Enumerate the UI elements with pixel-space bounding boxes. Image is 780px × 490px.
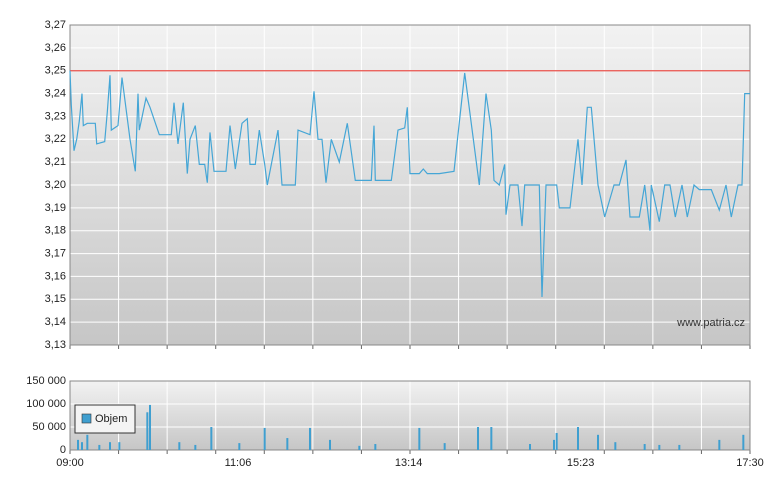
volume-bar [614, 442, 617, 450]
legend-label: Objem [95, 413, 127, 425]
volume-bar [77, 439, 79, 450]
y-tick-label: 100 000 [26, 398, 66, 410]
volume-bar [109, 442, 111, 450]
volume-bar [643, 444, 646, 450]
volume-bar [263, 427, 266, 450]
volume-bar [329, 439, 331, 450]
y-tick-label: 150 000 [26, 375, 66, 387]
price-line [69, 70, 750, 298]
volume-bar [149, 404, 151, 450]
x-tick-label: 09:00 [56, 457, 84, 469]
volume-bar [309, 427, 311, 450]
plot-frame [69, 24, 751, 346]
volume-bar [286, 438, 289, 450]
x-tick-label: 13:14 [395, 457, 423, 469]
y-tick-label: 3,19 [45, 202, 66, 214]
y-tick-label: 3,14 [45, 316, 66, 328]
volume-bar [418, 427, 421, 450]
volume-bar [718, 439, 721, 450]
y-tick-label: 3,23 [45, 110, 66, 122]
volume-bar [577, 427, 579, 450]
y-tick-label: 3,18 [45, 225, 66, 237]
volume-bar [553, 439, 555, 450]
volume-bar [490, 427, 493, 450]
volume-bar [529, 444, 531, 450]
y-tick-label: 3,15 [45, 293, 66, 305]
legend-swatch [81, 413, 92, 424]
volume-bar [555, 432, 558, 450]
x-tick-label: 15:23 [567, 457, 595, 469]
y-tick-label: 3,25 [45, 65, 66, 77]
volume-bar [238, 443, 241, 450]
volume-bar [118, 442, 121, 450]
volume-bar [658, 444, 661, 450]
volume-bar [477, 427, 479, 450]
y-tick-label: 3,24 [45, 87, 66, 99]
volume-bar [86, 434, 89, 450]
plot-frame [69, 380, 751, 451]
volume-bar [81, 442, 83, 450]
volume-bar [178, 442, 181, 450]
y-tick-label: 50 000 [32, 421, 66, 433]
volume-bar [98, 444, 101, 450]
watermark: www.patria.cz [676, 317, 745, 329]
y-tick-label: 0 [60, 444, 66, 456]
volume-bar [678, 444, 681, 450]
y-tick-label: 3,22 [45, 133, 66, 145]
y-tick-label: 3,27 [45, 19, 66, 31]
volume-bar [210, 427, 213, 450]
volume-bar [443, 443, 446, 450]
volume-bar [374, 444, 377, 450]
volume-bar [358, 445, 361, 450]
y-tick-label: 3,13 [45, 339, 66, 351]
volume-bar [742, 434, 745, 450]
volume-bar [194, 444, 197, 450]
y-tick-label: 3,21 [45, 156, 66, 168]
volume-bar [597, 434, 599, 450]
y-tick-label: 3,17 [45, 247, 66, 259]
y-tick-label: 3,20 [45, 179, 66, 191]
y-tick-label: 3,16 [45, 270, 66, 282]
x-tick-label: 11:06 [225, 457, 252, 469]
y-tick-label: 3,26 [45, 42, 66, 54]
x-tick-label: 17:30 [736, 457, 764, 469]
volume-bar [146, 412, 149, 450]
